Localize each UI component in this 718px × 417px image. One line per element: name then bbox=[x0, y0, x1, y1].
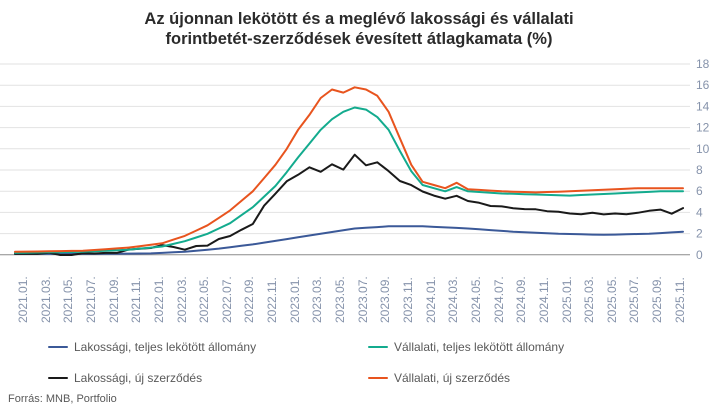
svg-text:10: 10 bbox=[696, 142, 710, 156]
svg-text:2: 2 bbox=[696, 227, 703, 241]
svg-text:12: 12 bbox=[696, 121, 710, 135]
svg-text:14: 14 bbox=[696, 99, 710, 113]
svg-text:0: 0 bbox=[696, 248, 703, 262]
svg-text:8: 8 bbox=[696, 163, 703, 177]
svg-text:4: 4 bbox=[696, 205, 703, 219]
svg-text:6: 6 bbox=[696, 184, 703, 198]
svg-text:16: 16 bbox=[696, 78, 710, 92]
svg-text:18: 18 bbox=[696, 57, 710, 71]
